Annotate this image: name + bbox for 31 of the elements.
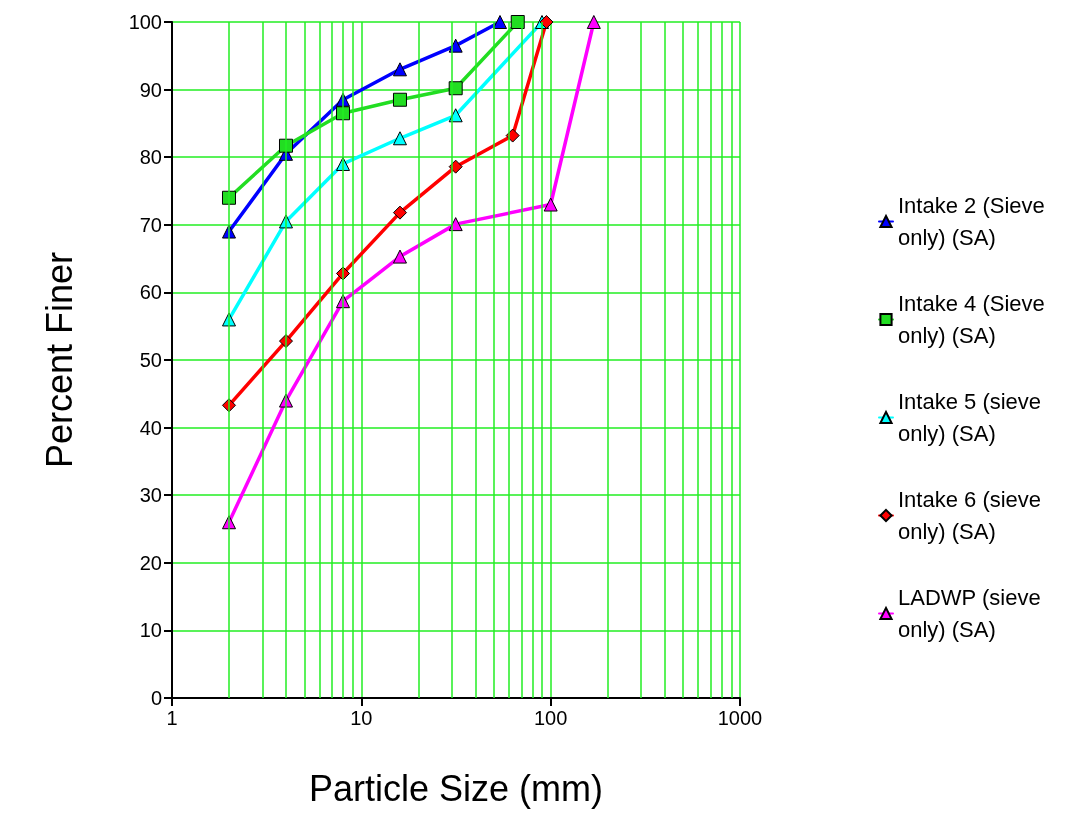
point	[392, 249, 407, 264]
y-tick-label: 20	[139, 551, 162, 574]
y-tick-label: 70	[139, 213, 162, 236]
legend-label: Intake 2 (Sieve only) (SA)	[898, 193, 1051, 250]
y-tick-label: 40	[139, 416, 162, 439]
legend-label: Intake 4 (Sieve only) (SA)	[898, 291, 1051, 348]
legend-label: LADWP (sieve only) (SA)	[898, 585, 1047, 642]
x-tick-label: 1000	[717, 707, 763, 729]
legend-label: Intake 6 (sieve only) (SA)	[898, 487, 1048, 544]
point	[278, 214, 293, 229]
legend-label: Intake 5 (sieve only) (SA)	[898, 389, 1048, 446]
point	[448, 159, 463, 174]
x-axis-title: Particle Size (mm)	[308, 767, 604, 809]
point	[392, 62, 407, 77]
point	[392, 205, 407, 220]
y-tick-label: 0	[150, 687, 162, 709]
y-tick-label: 60	[139, 281, 162, 304]
y-tick-label: 80	[139, 146, 162, 169]
point	[448, 38, 463, 53]
x-tick-label: 100	[533, 707, 568, 729]
x-tick-label: 1	[166, 707, 178, 729]
point	[505, 128, 520, 143]
y-tick-label: 30	[139, 484, 162, 507]
point	[392, 131, 407, 146]
y-tick-label: 50	[139, 349, 162, 371]
y-axis-title: Percent Finer	[38, 251, 80, 469]
x-tick-label: 10	[350, 707, 373, 729]
point	[392, 92, 407, 107]
y-tick-label: 10	[139, 619, 162, 642]
y-tick-label: 90	[139, 78, 162, 101]
y-tick-label: 100	[128, 11, 162, 33]
